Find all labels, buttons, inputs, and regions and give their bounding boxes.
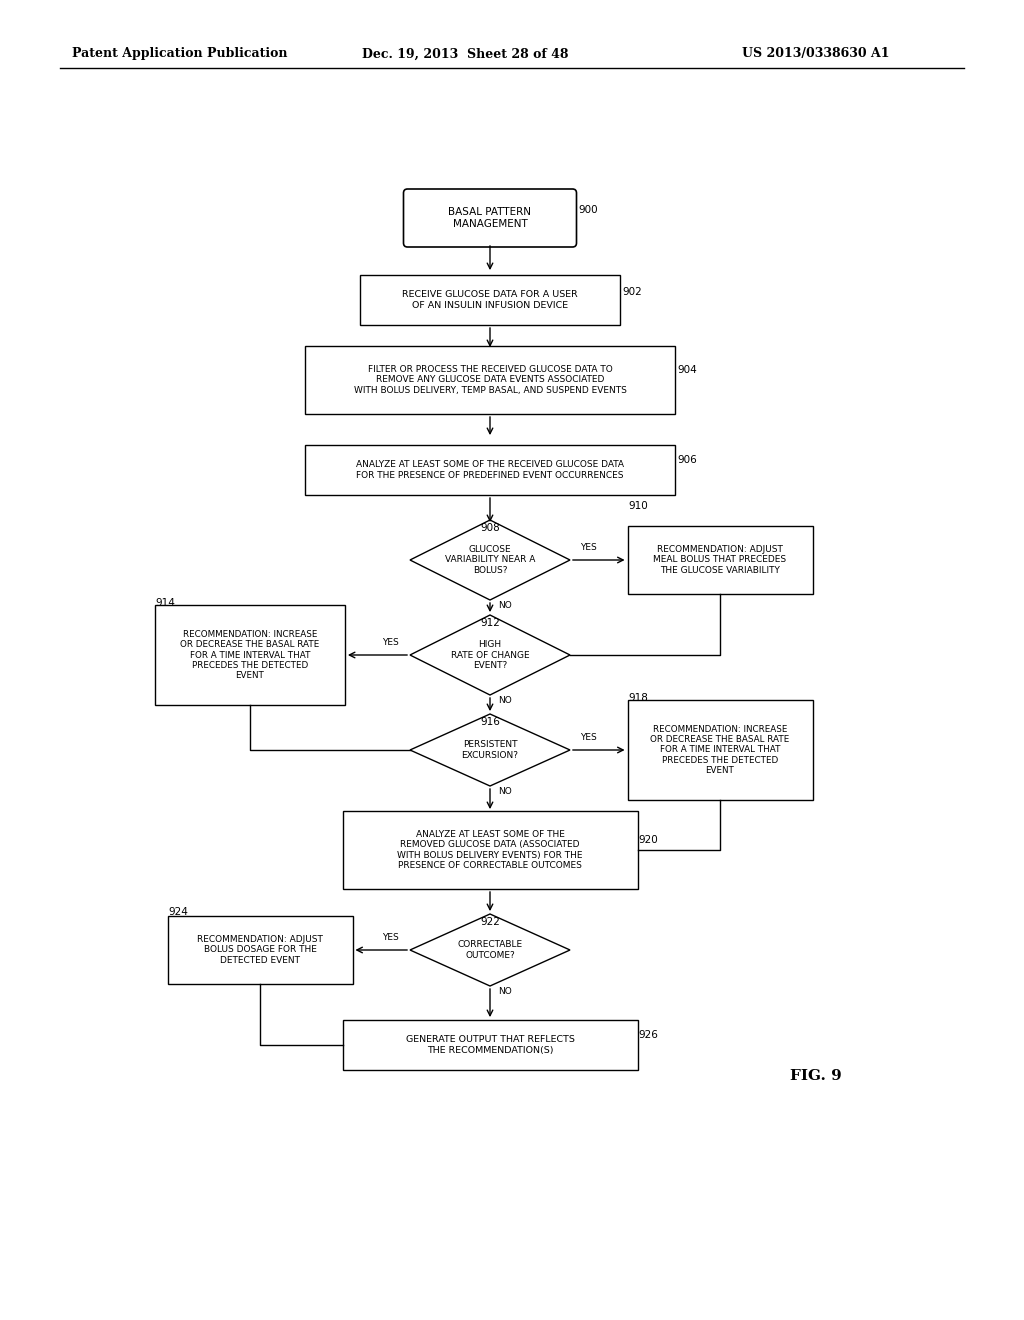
Text: YES: YES — [382, 638, 398, 647]
Polygon shape — [410, 913, 570, 986]
Bar — [342, 810, 638, 888]
Bar — [305, 346, 675, 414]
Text: 920: 920 — [638, 836, 657, 845]
Text: NO: NO — [498, 987, 512, 997]
Bar — [168, 916, 352, 983]
Text: 912: 912 — [480, 618, 500, 628]
Bar — [360, 275, 620, 325]
Text: HIGH
RATE OF CHANGE
EVENT?: HIGH RATE OF CHANGE EVENT? — [451, 640, 529, 671]
Text: YES: YES — [580, 543, 597, 552]
Text: RECOMMENDATION: INCREASE
OR DECREASE THE BASAL RATE
FOR A TIME INTERVAL THAT
PRE: RECOMMENDATION: INCREASE OR DECREASE THE… — [650, 725, 790, 775]
Text: NO: NO — [498, 601, 512, 610]
Text: NO: NO — [498, 696, 512, 705]
Bar — [305, 445, 675, 495]
Text: RECEIVE GLUCOSE DATA FOR A USER
OF AN INSULIN INFUSION DEVICE: RECEIVE GLUCOSE DATA FOR A USER OF AN IN… — [402, 290, 578, 310]
Bar — [628, 525, 812, 594]
Text: 902: 902 — [622, 286, 642, 297]
Polygon shape — [410, 615, 570, 696]
Text: ANALYZE AT LEAST SOME OF THE
REMOVED GLUCOSE DATA (ASSOCIATED
WITH BOLUS DELIVER: ANALYZE AT LEAST SOME OF THE REMOVED GLU… — [397, 830, 583, 870]
Text: CORRECTABLE
OUTCOME?: CORRECTABLE OUTCOME? — [458, 940, 522, 960]
Text: Dec. 19, 2013  Sheet 28 of 48: Dec. 19, 2013 Sheet 28 of 48 — [362, 48, 568, 61]
Text: 922: 922 — [480, 917, 500, 927]
Text: 910: 910 — [628, 502, 648, 511]
Text: 918: 918 — [628, 693, 648, 704]
Text: GENERATE OUTPUT THAT REFLECTS
THE RECOMMENDATION(S): GENERATE OUTPUT THAT REFLECTS THE RECOMM… — [406, 1035, 574, 1055]
Text: 916: 916 — [480, 717, 500, 727]
Polygon shape — [410, 520, 570, 601]
Text: RECOMMENDATION: INCREASE
OR DECREASE THE BASAL RATE
FOR A TIME INTERVAL THAT
PRE: RECOMMENDATION: INCREASE OR DECREASE THE… — [180, 630, 319, 680]
Text: 908: 908 — [480, 523, 500, 533]
Text: BASAL PATTERN
MANAGEMENT: BASAL PATTERN MANAGEMENT — [449, 207, 531, 228]
Bar — [155, 605, 345, 705]
Text: 914: 914 — [155, 598, 175, 609]
FancyBboxPatch shape — [403, 189, 577, 247]
Text: GLUCOSE
VARIABILITY NEAR A
BOLUS?: GLUCOSE VARIABILITY NEAR A BOLUS? — [444, 545, 536, 576]
Text: FILTER OR PROCESS THE RECEIVED GLUCOSE DATA TO
REMOVE ANY GLUCOSE DATA EVENTS AS: FILTER OR PROCESS THE RECEIVED GLUCOSE D… — [353, 366, 627, 395]
Text: RECOMMENDATION: ADJUST
MEAL BOLUS THAT PRECEDES
THE GLUCOSE VARIABILITY: RECOMMENDATION: ADJUST MEAL BOLUS THAT P… — [653, 545, 786, 576]
Text: Patent Application Publication: Patent Application Publication — [72, 48, 288, 61]
Text: FIG. 9: FIG. 9 — [790, 1069, 842, 1082]
Text: 900: 900 — [578, 205, 598, 215]
Polygon shape — [410, 714, 570, 785]
Text: 926: 926 — [638, 1030, 657, 1040]
Text: PERSISTENT
EXCURSION?: PERSISTENT EXCURSION? — [462, 741, 518, 760]
Text: 924: 924 — [168, 907, 187, 917]
Text: YES: YES — [382, 933, 398, 942]
Text: RECOMMENDATION: ADJUST
BOLUS DOSAGE FOR THE
DETECTED EVENT: RECOMMENDATION: ADJUST BOLUS DOSAGE FOR … — [197, 935, 323, 965]
Text: US 2013/0338630 A1: US 2013/0338630 A1 — [742, 48, 890, 61]
Text: 904: 904 — [677, 366, 696, 375]
Text: ANALYZE AT LEAST SOME OF THE RECEIVED GLUCOSE DATA
FOR THE PRESENCE OF PREDEFINE: ANALYZE AT LEAST SOME OF THE RECEIVED GL… — [356, 461, 624, 479]
Text: YES: YES — [580, 733, 597, 742]
Text: 906: 906 — [677, 455, 696, 465]
Bar — [342, 1020, 638, 1071]
Text: NO: NO — [498, 787, 512, 796]
Bar — [628, 700, 812, 800]
